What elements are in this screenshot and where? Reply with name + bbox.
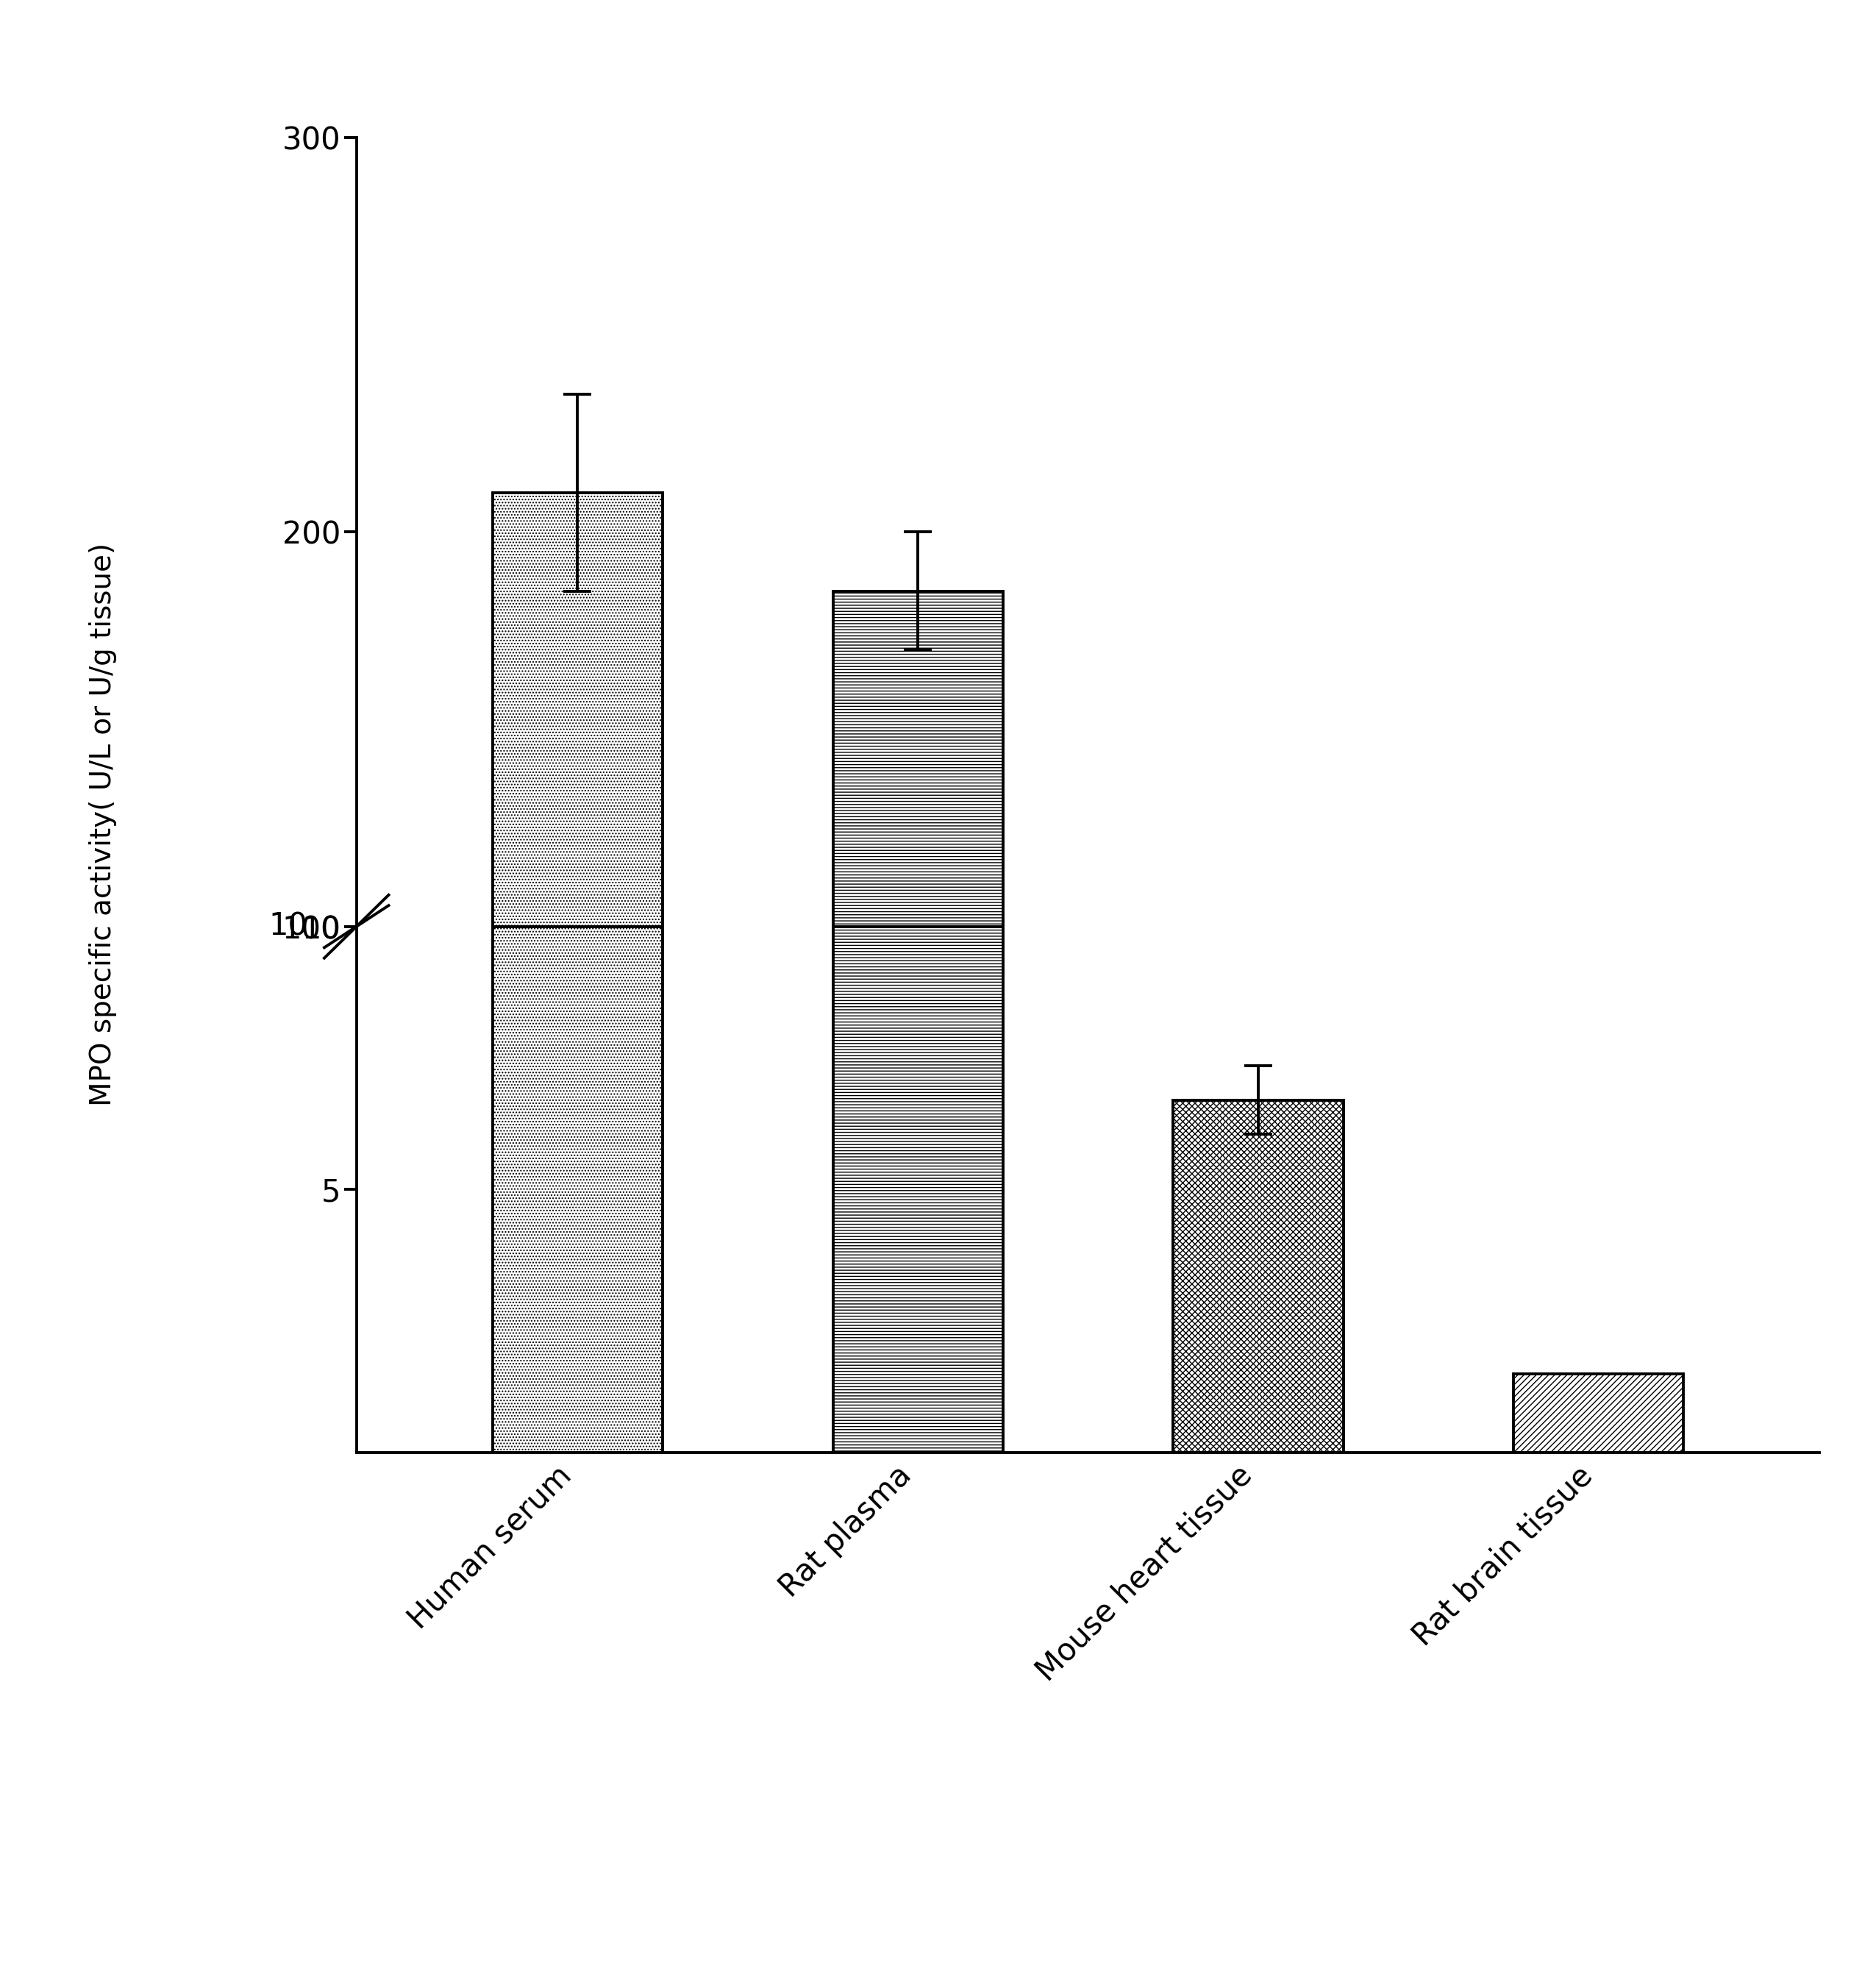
Text: MPO specific activity( U/L or U/g tissue): MPO specific activity( U/L or U/g tissue… — [90, 542, 116, 1107]
Bar — [833, 927, 1004, 1453]
Bar — [1172, 1099, 1343, 1453]
Bar — [1514, 1374, 1683, 1453]
Bar — [493, 927, 662, 1453]
Bar — [833, 591, 1004, 927]
Text: 10: 10 — [268, 911, 308, 942]
Bar — [493, 493, 662, 927]
